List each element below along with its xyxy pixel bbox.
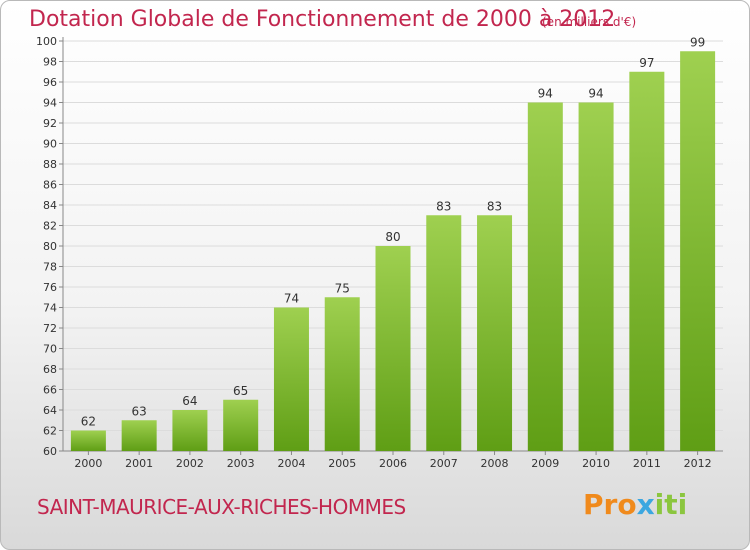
proxiti-logo: Proxiti: [583, 488, 687, 521]
data-label: 80: [385, 230, 400, 244]
x-tick-label: 2009: [531, 457, 559, 470]
x-tick-label: 2008: [481, 457, 509, 470]
logo-part-3: iti: [654, 488, 688, 521]
bar-2000: [70, 430, 106, 451]
y-tick-label: 66: [43, 384, 57, 397]
x-tick-label: 2000: [74, 457, 102, 470]
y-tick-label: 88: [43, 158, 57, 171]
y-tick-label: 82: [43, 220, 57, 233]
y-tick-label: 96: [43, 76, 57, 89]
x-tick-label: 2006: [379, 457, 407, 470]
x-tick-label: 2011: [633, 457, 661, 470]
commune-name: SAINT-MAURICE-AUX-RICHES-HOMMES: [37, 495, 406, 519]
bar-2004: [273, 307, 309, 451]
bar-2002: [172, 410, 208, 451]
x-tick-label: 2010: [582, 457, 610, 470]
bar-2007: [426, 215, 462, 451]
data-label: 74: [284, 292, 299, 306]
y-tick-label: 80: [43, 240, 57, 253]
y-tick-label: 76: [43, 281, 57, 294]
y-tick-label: 92: [43, 117, 57, 130]
data-label: 83: [436, 199, 451, 213]
y-tick-label: 74: [43, 302, 57, 315]
data-label: 94: [588, 87, 603, 101]
y-tick-label: 86: [43, 179, 57, 192]
data-label: 63: [132, 404, 147, 418]
data-label: 83: [487, 199, 502, 213]
bar-2011: [629, 71, 665, 451]
x-tick-label: 2001: [125, 457, 153, 470]
y-tick-label: 100: [36, 35, 57, 48]
y-tick-label: 94: [43, 97, 57, 110]
x-tick-label: 2002: [176, 457, 204, 470]
y-tick-label: 90: [43, 138, 57, 151]
y-tick-label: 72: [43, 322, 57, 335]
y-tick-label: 98: [43, 56, 57, 69]
y-tick-label: 78: [43, 261, 57, 274]
chart-subtitle: (en milliers d'€): [542, 15, 637, 29]
data-label: 65: [233, 384, 248, 398]
data-label: 75: [335, 281, 350, 295]
logo-part-2: x: [636, 488, 655, 521]
data-label: 94: [538, 87, 553, 101]
data-label: 99: [690, 35, 705, 49]
y-tick-label: 64: [43, 404, 57, 417]
bar-2009: [527, 102, 563, 451]
data-label: 97: [639, 56, 654, 70]
y-tick-label: 68: [43, 363, 57, 376]
data-label: 64: [182, 394, 197, 408]
bar-2003: [223, 399, 259, 451]
bar-2001: [121, 420, 157, 451]
bar-2012: [680, 51, 716, 451]
bar-2005: [324, 297, 360, 451]
bar-2006: [375, 246, 411, 451]
logo-part-1: Pro: [583, 488, 637, 521]
x-tick-label: 2003: [227, 457, 255, 470]
chart-title: Dotation Globale de Fonctionnement de 20…: [29, 7, 616, 32]
bar-2008: [477, 215, 513, 451]
y-tick-label: 70: [43, 343, 57, 356]
y-tick-label: 84: [43, 199, 57, 212]
x-tick-label: 2012: [684, 457, 712, 470]
x-tick-label: 2005: [328, 457, 356, 470]
y-tick-label: 62: [43, 425, 57, 438]
bar-2010: [578, 102, 614, 451]
y-tick-label: 60: [43, 445, 57, 458]
x-tick-label: 2007: [430, 457, 458, 470]
data-label: 62: [81, 415, 96, 429]
x-tick-label: 2004: [277, 457, 305, 470]
